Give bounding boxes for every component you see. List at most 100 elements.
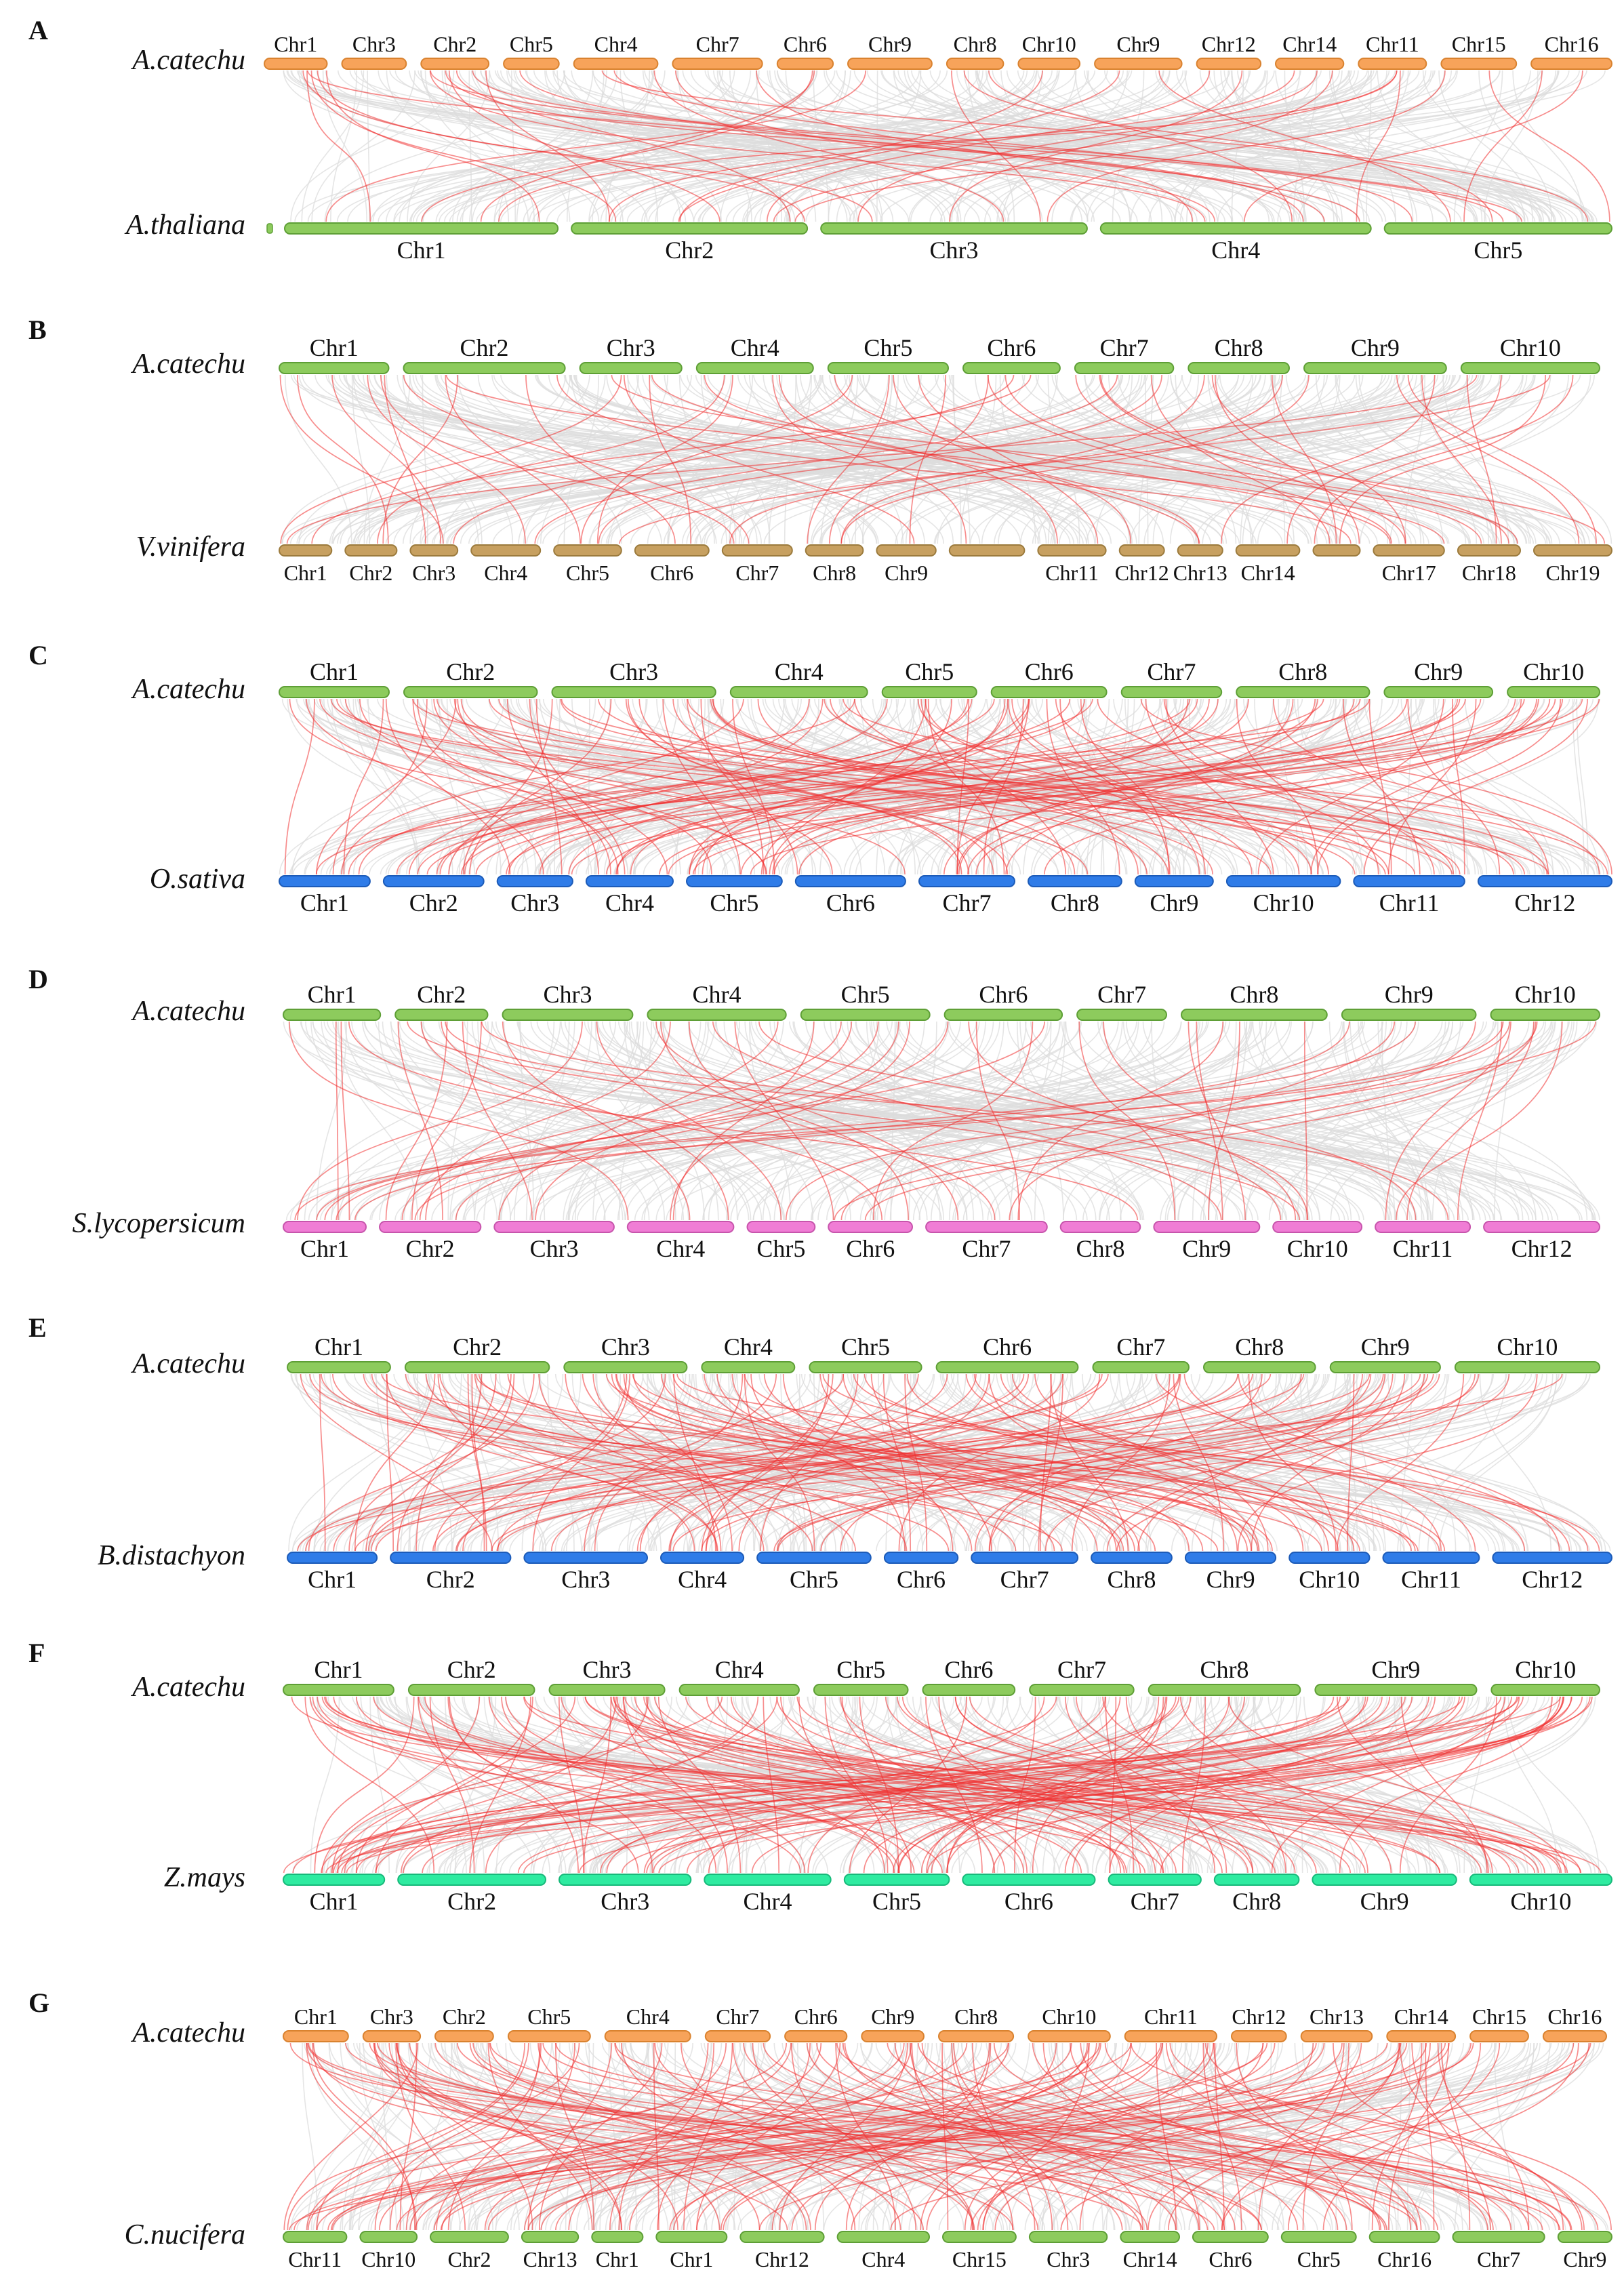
- bottom-chromosome-label: Chr1: [300, 1235, 349, 1262]
- background-link: [812, 1696, 1295, 1874]
- top-chromosome-bar: [604, 2030, 691, 2042]
- background-link: [1050, 374, 1501, 544]
- syntenic-link: [814, 2042, 1132, 2231]
- background-link: [332, 1021, 1287, 1221]
- top-chromosome-bar: [1454, 1361, 1600, 1373]
- bottom-species-label: B.distachyon: [98, 1540, 245, 1571]
- syntenic-link: [537, 2042, 807, 2231]
- top-chromosome-label: Chr8: [954, 32, 997, 56]
- syntenic-link: [926, 1696, 1166, 1874]
- background-link: [412, 374, 878, 544]
- top-chromosome-bar: [672, 58, 763, 70]
- top-chromosome-bar: [407, 1684, 535, 1696]
- background-link: [1202, 1021, 1267, 1221]
- syntenic-link: [1011, 1373, 1269, 1552]
- top-chromosome-label: Chr16: [1545, 32, 1599, 56]
- background-link: [467, 1373, 1560, 1552]
- syntenic-link: [369, 2042, 1215, 2231]
- syntenic-link: [963, 70, 1493, 222]
- background-link: [562, 1696, 711, 1874]
- bottom-species-label: S.lycopersicum: [73, 1208, 245, 1239]
- panel-G: G A.catechu C.nucifera Chr1 Chr3 Chr2 Chr5 Chr4…: [28, 1987, 1613, 2271]
- top-chromosome-label: Chr8: [1278, 658, 1327, 685]
- top-chromosome-label: Chr2: [443, 2004, 486, 2029]
- syntenic-link: [594, 1373, 744, 1552]
- background-link: [378, 1021, 475, 1221]
- background-link: [976, 1373, 1426, 1552]
- top-chromosome-label: Chr9: [1371, 1656, 1420, 1683]
- top-chromosome-label: Chr3: [601, 1333, 650, 1360]
- bottom-chromosome-label: Chr6: [826, 889, 875, 916]
- syntenic-link: [481, 1021, 1282, 1221]
- panel-letter: B: [28, 315, 47, 345]
- syntenic-link: [1097, 698, 1455, 875]
- bottom-chromosome-bar: [942, 2231, 1017, 2243]
- background-link: [1129, 374, 1485, 544]
- syntenic-link: [405, 1373, 1055, 1552]
- background-link: [422, 374, 428, 544]
- background-link: [1116, 70, 1555, 222]
- syntenic-link: [1102, 1696, 1545, 1874]
- background-link: [1176, 70, 1487, 222]
- syntenic-link: [554, 2042, 595, 2231]
- syntenic-link: [983, 698, 1024, 875]
- panel-C: C A.catechu O.sativa Chr1 Chr2 Chr3 Chr4 Chr5 Ch…: [28, 640, 1612, 916]
- top-chromosome-label: Chr9: [1351, 334, 1400, 361]
- syntenic-link: [411, 1021, 482, 1221]
- top-chromosome-label: Chr14: [1282, 32, 1337, 56]
- syntenic-link: [1271, 374, 1337, 544]
- background-link: [359, 2042, 397, 2231]
- bottom-species-label: Z.mays: [164, 1862, 245, 1893]
- syntenic-link: [689, 698, 1006, 875]
- top-chromosome-label: Chr6: [1025, 658, 1074, 685]
- top-chromosome-label: Chr4: [626, 2004, 670, 2029]
- bottom-chromosome-label: Chr5: [756, 1235, 805, 1262]
- syntenic-link: [601, 70, 1589, 222]
- top-chromosome-bar: [935, 1361, 1079, 1373]
- bottom-chromosome-bar: [397, 1874, 547, 1886]
- background-link: [588, 698, 590, 875]
- background-link: [1303, 1696, 1409, 1874]
- background-link: [1156, 1373, 1504, 1552]
- bottom-chromosome-bar: [1091, 1552, 1173, 1564]
- syntenic-link: [654, 2042, 1123, 2231]
- syntenic-link: [843, 1373, 1259, 1552]
- top-chromosome-bar: [502, 1009, 634, 1021]
- syntenic-link: [598, 374, 1162, 544]
- background-link: [525, 1021, 570, 1221]
- background-link: [1188, 698, 1204, 875]
- syntenic-link: [660, 1021, 996, 1221]
- bottom-chromosome-label: Chr2: [665, 237, 714, 264]
- syntenic-link: [417, 698, 1324, 875]
- syntenic-link: [1317, 698, 1562, 875]
- background-link: [1071, 70, 1370, 222]
- bottom-chromosome-label: Chr2: [349, 561, 392, 585]
- top-chromosome-bar: [551, 686, 716, 698]
- syntenic-link: [356, 1696, 1106, 1874]
- top-chromosome-bar: [946, 58, 1004, 70]
- top-chromosome-label: Chr5: [841, 1333, 890, 1360]
- syntenic-link: [343, 698, 384, 875]
- syntenic-link: [287, 2042, 727, 2231]
- top-chromosome-bar: [784, 2030, 848, 2042]
- bottom-chromosome-bar: [1557, 2231, 1613, 2243]
- syntenic-link: [373, 1696, 900, 1874]
- top-chromosome-label: Chr4: [594, 32, 638, 56]
- background-link: [793, 1021, 1321, 1221]
- syntenic-link: [655, 1021, 959, 1221]
- syntenic-link: [1116, 1373, 1425, 1552]
- background-link: [1126, 1696, 1469, 1874]
- syntenic-link: [523, 2042, 1162, 2231]
- top-chromosome-label: Chr7: [1100, 334, 1149, 361]
- background-link: [756, 70, 1591, 222]
- background-link: [400, 1021, 1081, 1221]
- background-link: [690, 374, 1123, 544]
- top-chromosome-bar: [1148, 1684, 1301, 1696]
- syntenic-link: [989, 1373, 1440, 1552]
- top-chromosome-label: Chr6: [987, 334, 1036, 361]
- bottom-chromosome-label: Chr10: [1253, 889, 1314, 916]
- bottom-chromosome-label: Chr8: [1076, 1235, 1125, 1262]
- bottom-chromosome-bar: [876, 544, 937, 557]
- background-link: [749, 1021, 1000, 1221]
